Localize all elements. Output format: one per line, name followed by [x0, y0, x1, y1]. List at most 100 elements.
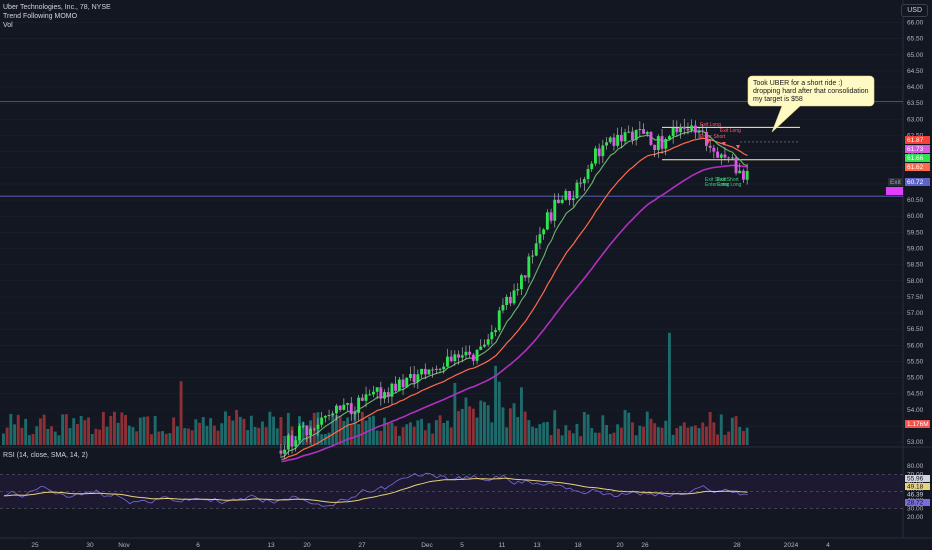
candle-body	[738, 170, 742, 174]
volume-bar	[124, 415, 127, 445]
time-tick-label: 27	[358, 542, 366, 549]
signal-enter-long-label: Exit Short	[705, 177, 727, 183]
candle-body	[475, 349, 479, 361]
indicator-vol-label[interactable]: Vol	[3, 22, 13, 29]
volume-bar	[520, 387, 523, 445]
price-tick-label: 54.00	[907, 407, 924, 414]
volume-bar	[116, 422, 120, 445]
price-axis-panel	[903, 0, 932, 550]
rsi-value-text: 46.39	[907, 492, 924, 499]
candle-body	[390, 383, 394, 397]
volume-bar	[579, 436, 583, 445]
price-tick-label: 64.50	[907, 68, 924, 75]
annotation-text: my target is $58	[753, 96, 803, 103]
volume-bar	[386, 423, 390, 445]
volume-bar	[575, 423, 579, 445]
price-tick-label: 63.00	[907, 116, 924, 123]
volume-bar	[135, 431, 139, 445]
current-price-tag	[905, 178, 930, 186]
volume-bar	[383, 417, 386, 445]
volume-bar	[453, 382, 457, 445]
grid-lines	[0, 22, 903, 443]
candle-body	[353, 412, 357, 415]
candle-body	[553, 199, 557, 221]
volume-bar	[409, 422, 412, 445]
volume-bar	[68, 428, 72, 445]
candle-body	[594, 148, 597, 164]
indicator-momo-label[interactable]: Trend Following MOMO	[3, 13, 78, 20]
price-tick-label: 57.50	[907, 294, 924, 301]
candle-body	[383, 392, 386, 399]
volume-bar	[42, 414, 46, 445]
candle-body	[298, 426, 301, 441]
volume-bar	[209, 418, 213, 445]
price-tick-label: 55.00	[907, 375, 924, 382]
signal-enter-long-label: Enter Long	[717, 182, 742, 188]
price-tick-label: 58.00	[907, 278, 924, 285]
candle-body	[286, 435, 290, 450]
price-tick-label: 59.00	[907, 245, 924, 252]
volume-bar	[53, 431, 57, 445]
signal-exit-long-label: Exit Long	[700, 122, 721, 128]
volume-bar	[423, 430, 427, 445]
candle-body	[531, 255, 534, 257]
candle-body	[401, 379, 405, 388]
volume-bar	[483, 401, 486, 445]
currency-button[interactable]: USD	[901, 4, 928, 17]
candle-body	[327, 415, 331, 417]
volume-bar	[449, 427, 453, 445]
candle-body	[656, 136, 660, 151]
volume-bar	[664, 420, 668, 445]
volume-bar	[553, 410, 557, 445]
volume-bar	[523, 411, 527, 445]
volume-bar	[94, 428, 98, 445]
time-tick-label: 13	[533, 542, 541, 549]
candle-body	[372, 391, 375, 395]
volume-bar	[446, 420, 449, 445]
volume-bar	[649, 418, 653, 445]
volume-bar	[79, 415, 83, 445]
time-tick-label: Nov	[118, 542, 130, 549]
candle-body	[690, 125, 694, 131]
time-tick-label: 13	[267, 542, 275, 549]
candle-body	[538, 234, 542, 244]
volume-bar	[627, 412, 631, 445]
candle-body	[693, 125, 697, 133]
price-tick-label: 56.50	[907, 326, 924, 333]
ema-mid-line	[281, 137, 748, 461]
rsi-legend[interactable]: RSI (14, close, SMA, 14, 2)	[3, 452, 88, 459]
volume-bar	[686, 427, 690, 445]
volume-bar	[605, 424, 608, 445]
candle-body	[623, 132, 627, 142]
volume-bar	[346, 417, 349, 445]
candle-body	[312, 428, 316, 430]
volume-bar	[560, 435, 564, 445]
volume-bar	[76, 424, 79, 445]
symbol-title[interactable]: Uber Technologies, Inc., 78, NYSE	[3, 4, 111, 11]
candle-body	[505, 296, 509, 305]
candle-body	[320, 417, 324, 425]
chart-legend: Uber Technologies, Inc., 78, NYSE Trend …	[3, 3, 111, 30]
candle-body	[501, 304, 505, 311]
volume-bar	[46, 428, 50, 445]
volume-bar	[642, 426, 645, 445]
time-tick-label: 25	[31, 542, 39, 549]
volume-bar	[568, 430, 571, 445]
candle-body	[608, 137, 612, 143]
time-tick-label: 26	[641, 542, 649, 549]
candle-body	[686, 128, 690, 131]
volume-bar	[220, 423, 224, 445]
rsi-value-text: 55.96	[907, 476, 924, 483]
candle-body	[457, 354, 460, 358]
candle-body	[668, 136, 671, 140]
volume-bar	[742, 430, 745, 445]
price-label-text: 61.66	[907, 155, 924, 162]
volume-bar	[538, 424, 542, 445]
volume-bar	[623, 410, 627, 445]
candle-body	[579, 182, 583, 184]
volume-bar	[127, 425, 131, 445]
candle-body	[719, 154, 723, 158]
rsi-value-tag	[905, 483, 930, 490]
candle-body	[601, 145, 605, 157]
